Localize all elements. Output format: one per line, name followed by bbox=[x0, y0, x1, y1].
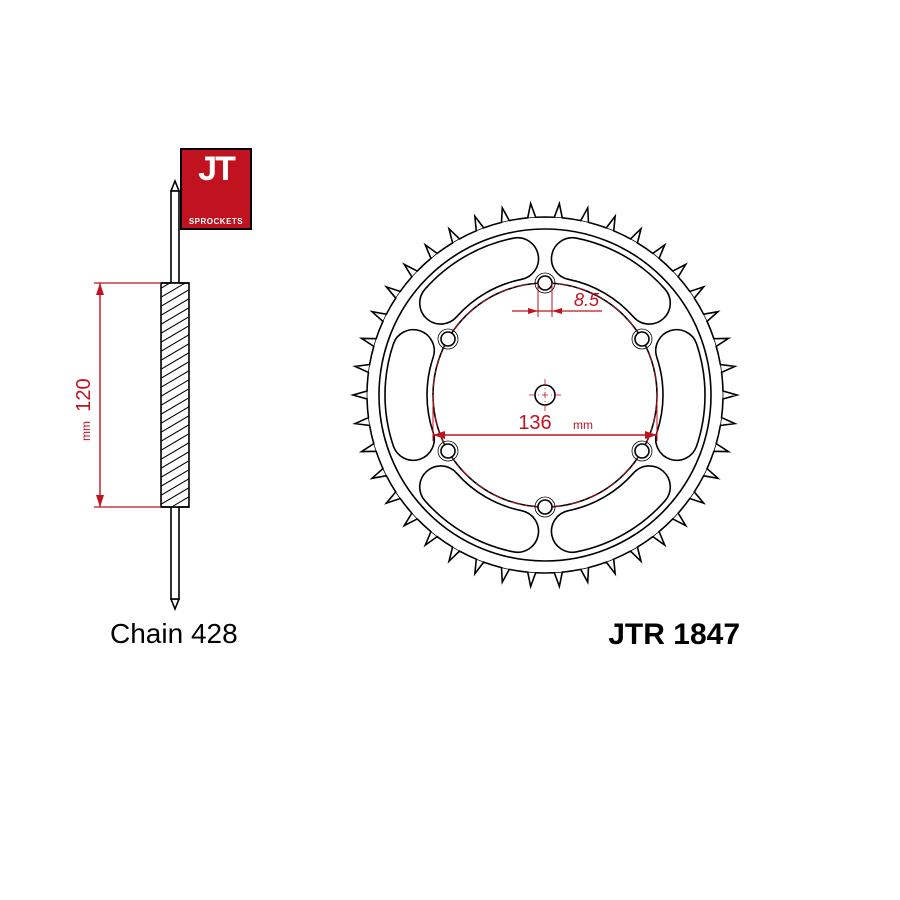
diagram-stage: JT SPROCKETS 120mm136mm8.5 Chain 428 JTR… bbox=[0, 0, 900, 900]
svg-text:120: 120 bbox=[73, 378, 95, 411]
technical-drawing: 120 mm 136 mm 8.5 bbox=[0, 0, 900, 900]
svg-text:136: 136 bbox=[518, 412, 551, 434]
svg-text:8.5: 8.5 bbox=[574, 290, 600, 310]
svg-text:mm: mm bbox=[79, 421, 93, 441]
svg-text:mm: mm bbox=[573, 418, 593, 432]
part-number: JTR 1847 bbox=[608, 618, 740, 652]
chain-label: Chain 428 bbox=[110, 618, 238, 650]
